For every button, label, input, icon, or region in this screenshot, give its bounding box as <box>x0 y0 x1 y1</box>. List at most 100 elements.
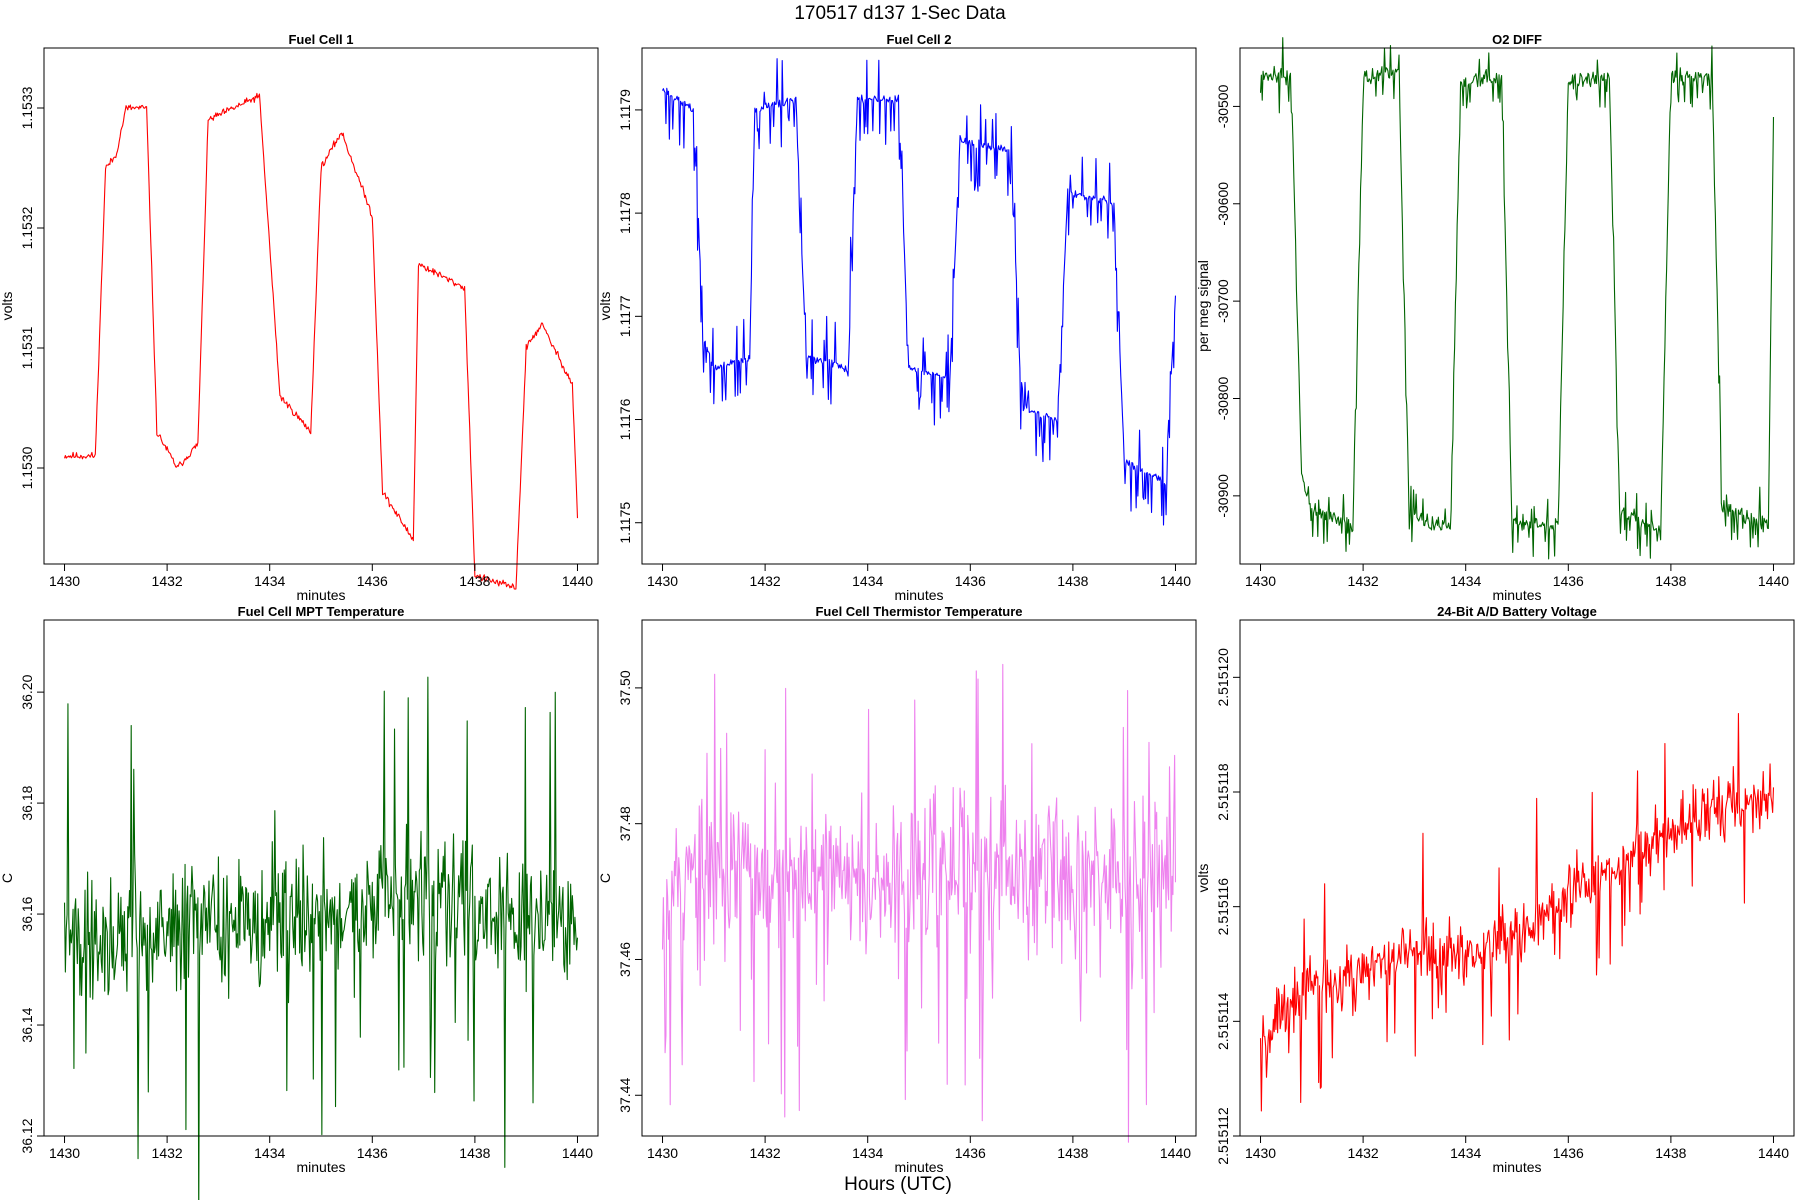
x-tick-label: 1434 <box>852 573 883 589</box>
x-axis-label: minutes <box>894 587 943 603</box>
y-tick-label: 36.16 <box>19 896 35 931</box>
x-tick-label: 1430 <box>647 1145 678 1161</box>
chart-panel: Fuel Cell MPT Temperature 1430 1432 1434 143… <box>0 604 599 1200</box>
x-axis-label: minutes <box>296 587 345 603</box>
plot-frame <box>641 47 1197 565</box>
chart-title: Fuel Cell 2 <box>886 32 951 47</box>
y-axis-label: volts <box>597 292 613 321</box>
series-line <box>661 663 1177 1143</box>
series-line <box>63 92 579 590</box>
y-axis-label: volts <box>0 292 15 321</box>
y-tick-label: 1.1176 <box>617 398 633 440</box>
x-tick-label: 1436 <box>357 573 388 589</box>
series-line <box>63 676 579 1200</box>
x-tick-label: 1440 <box>562 1145 593 1161</box>
figure-title: 170517 d137 1-Sec Data <box>794 3 1006 24</box>
x-tick-label: 1430 <box>1245 573 1276 589</box>
series-line <box>1259 37 1775 560</box>
y-tick-label: 36.12 <box>19 1118 35 1153</box>
x-tick-label: 1430 <box>49 573 80 589</box>
x-tick-label: 1432 <box>750 1145 781 1161</box>
y-tick-label: 2.515112 <box>1215 1107 1231 1165</box>
x-tick-label: 1438 <box>1057 573 1088 589</box>
x-tick-label: 1438 <box>1655 1145 1686 1161</box>
y-tick-label: 1.1178 <box>617 192 633 234</box>
x-tick-label: 1434 <box>254 573 285 589</box>
series-line <box>1259 712 1775 1112</box>
y-tick-label: -30600 <box>1215 182 1231 226</box>
x-tick-label: 1434 <box>1450 1145 1481 1161</box>
chart-title: Fuel Cell MPT Temperature <box>238 604 405 619</box>
x-tick-label: 1438 <box>459 1145 490 1161</box>
y-tick-label: 36.18 <box>19 785 35 820</box>
x-tick-label: 1432 <box>1348 573 1379 589</box>
x-tick-label: 1430 <box>49 1145 80 1161</box>
y-tick-label: 2.515118 <box>1215 763 1231 821</box>
x-axis-label: minutes <box>894 1159 943 1175</box>
x-tick-label: 1432 <box>152 1145 183 1161</box>
y-axis-label: C <box>597 873 613 883</box>
y-tick-label: 36.14 <box>19 1007 35 1042</box>
x-tick-label: 1440 <box>1758 1145 1789 1161</box>
chart-panel: Fuel Cell 2 1430 1432 1434 1436 1438 1440 1.117… <box>597 32 1197 603</box>
y-tick-label: 2.515120 <box>1215 648 1231 707</box>
x-tick-label: 1440 <box>1160 1145 1191 1161</box>
plot-frame <box>1239 619 1795 1137</box>
x-axis-label: minutes <box>1492 587 1541 603</box>
x-tick-label: 1440 <box>562 573 593 589</box>
x-tick-label: 1434 <box>254 1145 285 1161</box>
y-tick-label: 37.48 <box>617 806 633 841</box>
plot-frame <box>43 619 599 1137</box>
y-tick-label: -30700 <box>1215 279 1231 323</box>
figure-footer-label: Hours (UTC) <box>844 1174 952 1195</box>
x-tick-label: 1436 <box>955 573 986 589</box>
y-tick-label: 37.44 <box>617 1078 633 1113</box>
x-tick-label: 1438 <box>459 573 490 589</box>
plot-frame <box>641 619 1197 1137</box>
panels: Fuel Cell 1 1430 1432 1434 1436 1438 1440 1.153… <box>0 32 1795 1200</box>
chart-title: 24-Bit A/D Battery Voltage <box>1437 604 1597 619</box>
y-tick-label: -30900 <box>1215 474 1231 518</box>
x-tick-label: 1434 <box>852 1145 883 1161</box>
y-tick-label: 2.515116 <box>1215 878 1231 936</box>
x-tick-label: 1432 <box>750 573 781 589</box>
chart-panel: Fuel Cell 1 1430 1432 1434 1436 1438 1440 1.153… <box>0 32 599 603</box>
plot-frame <box>43 47 599 565</box>
x-tick-label: 1436 <box>357 1145 388 1161</box>
x-tick-label: 1430 <box>647 573 678 589</box>
x-axis-label: minutes <box>1492 1159 1541 1175</box>
chart-panel: 24-Bit A/D Battery Voltage 1430 1432 1434 14… <box>1195 604 1795 1175</box>
y-tick-label: 2.515114 <box>1215 992 1231 1050</box>
x-tick-label: 1440 <box>1160 573 1191 589</box>
x-tick-label: 1434 <box>1450 573 1481 589</box>
x-tick-label: 1436 <box>1553 1145 1584 1161</box>
y-tick-label: 36.20 <box>19 674 35 709</box>
x-tick-label: 1438 <box>1655 573 1686 589</box>
x-tick-label: 1438 <box>1057 1145 1088 1161</box>
plot-frame <box>1239 47 1795 565</box>
x-tick-label: 1436 <box>1553 573 1584 589</box>
chart-panel: O2 DIFF 1430 1432 1434 1436 1438 1440 -30900 -30… <box>1195 32 1795 603</box>
x-tick-label: 1436 <box>955 1145 986 1161</box>
y-tick-label: 1.1531 <box>19 326 35 369</box>
y-tick-label: 1.1175 <box>617 502 633 544</box>
chart-title: Fuel Cell Thermistor Temperature <box>815 604 1022 619</box>
y-axis-label: volts <box>1195 864 1211 893</box>
y-tick-label: 1.1179 <box>617 89 633 131</box>
series-line <box>662 58 1177 526</box>
chart-title: O2 DIFF <box>1492 32 1542 47</box>
y-tick-label: 1.1532 <box>19 206 35 249</box>
y-axis-label: per meg signal <box>1195 260 1211 352</box>
x-tick-label: 1432 <box>152 573 183 589</box>
y-tick-label: -30500 <box>1215 84 1231 128</box>
y-axis-label: C <box>0 873 15 883</box>
y-tick-label: -30800 <box>1215 376 1231 420</box>
chart-panel: Fuel Cell Thermistor Temperature 1430 1432… <box>597 604 1197 1175</box>
x-tick-label: 1432 <box>1348 1145 1379 1161</box>
chart-title: Fuel Cell 1 <box>288 32 353 47</box>
x-tick-label: 1440 <box>1758 573 1789 589</box>
y-tick-label: 1.1177 <box>617 295 633 337</box>
y-tick-label: 37.50 <box>617 670 633 705</box>
